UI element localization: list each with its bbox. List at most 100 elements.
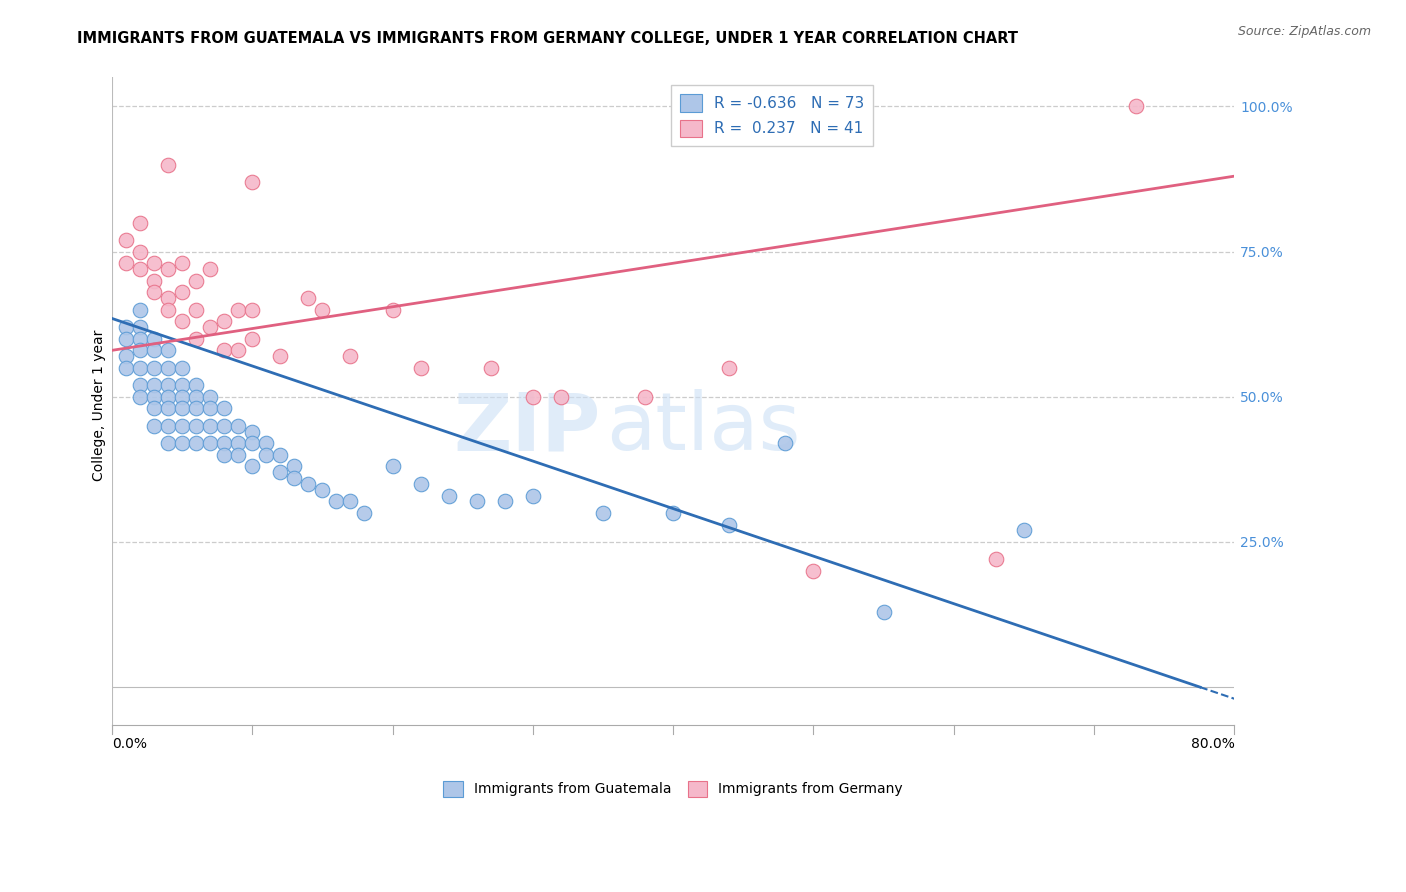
Point xyxy=(156,302,179,317)
Point xyxy=(129,244,152,259)
Point xyxy=(550,390,572,404)
Point xyxy=(170,436,193,450)
Point xyxy=(129,216,152,230)
Point xyxy=(381,302,404,317)
Point xyxy=(1125,99,1147,113)
Text: IMMIGRANTS FROM GUATEMALA VS IMMIGRANTS FROM GERMANY COLLEGE, UNDER 1 YEAR CORRE: IMMIGRANTS FROM GUATEMALA VS IMMIGRANTS … xyxy=(77,31,1018,46)
Point xyxy=(592,506,614,520)
Point xyxy=(226,418,249,433)
Point xyxy=(311,483,333,497)
Point xyxy=(115,360,138,375)
Point xyxy=(170,256,193,270)
Text: atlas: atlas xyxy=(606,390,800,467)
Point xyxy=(212,418,235,433)
Point xyxy=(381,459,404,474)
Point xyxy=(115,320,138,334)
Point xyxy=(297,476,319,491)
Point xyxy=(718,517,741,532)
Point xyxy=(662,506,685,520)
Point xyxy=(339,494,361,508)
Point xyxy=(212,436,235,450)
Point xyxy=(115,256,138,270)
Point xyxy=(718,360,741,375)
Point xyxy=(339,349,361,363)
Point xyxy=(129,302,152,317)
Text: 80.0%: 80.0% xyxy=(1191,737,1234,750)
Point xyxy=(143,332,166,346)
Point xyxy=(156,436,179,450)
Point xyxy=(184,332,207,346)
Point xyxy=(184,302,207,317)
Point xyxy=(409,360,432,375)
Point xyxy=(184,436,207,450)
Point xyxy=(170,378,193,392)
Point xyxy=(143,378,166,392)
Point xyxy=(156,360,179,375)
Point xyxy=(170,314,193,328)
Point xyxy=(129,343,152,358)
Legend: Immigrants from Guatemala, Immigrants from Germany: Immigrants from Guatemala, Immigrants fr… xyxy=(437,775,908,802)
Point xyxy=(1012,524,1035,538)
Point xyxy=(143,256,166,270)
Point xyxy=(522,390,544,404)
Point xyxy=(156,378,179,392)
Text: Source: ZipAtlas.com: Source: ZipAtlas.com xyxy=(1237,25,1371,38)
Point xyxy=(156,157,179,171)
Point xyxy=(634,390,657,404)
Point xyxy=(170,401,193,416)
Y-axis label: College, Under 1 year: College, Under 1 year xyxy=(93,330,107,481)
Point xyxy=(143,360,166,375)
Text: ZIP: ZIP xyxy=(453,390,600,467)
Point xyxy=(198,418,221,433)
Point xyxy=(240,175,263,189)
Point xyxy=(184,390,207,404)
Point xyxy=(115,332,138,346)
Point xyxy=(115,349,138,363)
Point xyxy=(479,360,502,375)
Point xyxy=(156,418,179,433)
Point xyxy=(212,448,235,462)
Point xyxy=(254,448,277,462)
Point xyxy=(184,274,207,288)
Point xyxy=(409,476,432,491)
Point xyxy=(212,401,235,416)
Point xyxy=(240,459,263,474)
Point xyxy=(522,489,544,503)
Point xyxy=(353,506,375,520)
Point xyxy=(872,605,894,619)
Point xyxy=(325,494,347,508)
Point xyxy=(297,291,319,305)
Point xyxy=(129,360,152,375)
Point xyxy=(170,418,193,433)
Point xyxy=(143,285,166,300)
Point xyxy=(170,390,193,404)
Point xyxy=(269,448,291,462)
Point xyxy=(156,390,179,404)
Point xyxy=(143,401,166,416)
Point xyxy=(156,262,179,277)
Point xyxy=(129,262,152,277)
Point xyxy=(226,302,249,317)
Point xyxy=(143,343,166,358)
Point xyxy=(240,425,263,439)
Point xyxy=(129,320,152,334)
Point xyxy=(212,314,235,328)
Point xyxy=(984,552,1007,566)
Point xyxy=(311,302,333,317)
Point xyxy=(143,390,166,404)
Point xyxy=(198,436,221,450)
Point xyxy=(143,274,166,288)
Point xyxy=(156,401,179,416)
Point xyxy=(156,343,179,358)
Point xyxy=(198,262,221,277)
Point xyxy=(115,233,138,247)
Point xyxy=(775,436,797,450)
Point xyxy=(184,401,207,416)
Point xyxy=(129,390,152,404)
Point xyxy=(226,343,249,358)
Point xyxy=(269,465,291,479)
Point xyxy=(240,332,263,346)
Point xyxy=(269,349,291,363)
Point xyxy=(254,436,277,450)
Point xyxy=(170,360,193,375)
